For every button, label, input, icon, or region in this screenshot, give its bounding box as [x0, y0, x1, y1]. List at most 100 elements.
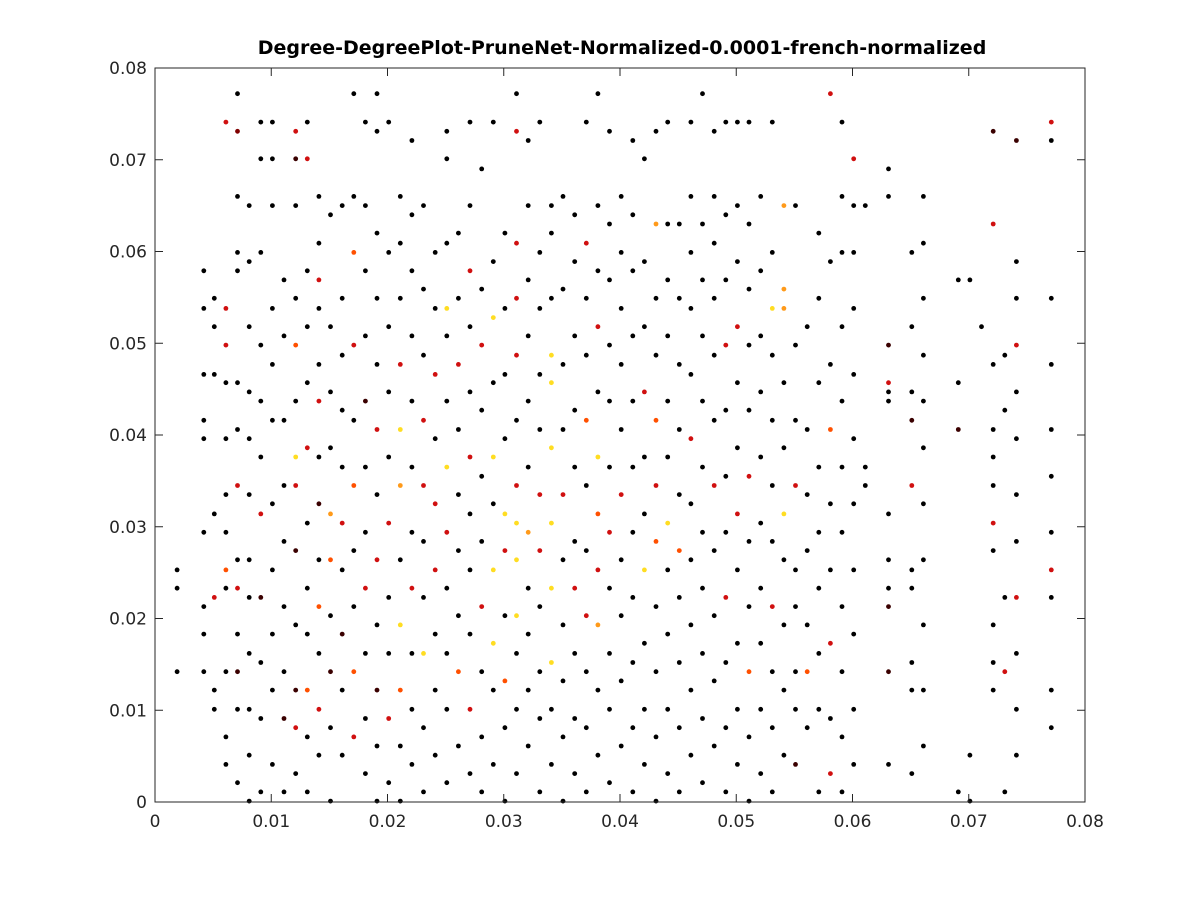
data-point	[572, 333, 578, 339]
data-point	[467, 389, 473, 395]
data-point	[490, 380, 496, 386]
data-point	[746, 539, 752, 544]
data-point	[921, 240, 926, 246]
data-point	[363, 529, 368, 535]
data-point	[723, 119, 729, 125]
data-point	[502, 372, 508, 377]
data-point	[828, 716, 833, 721]
data-point	[921, 687, 926, 693]
data-point	[304, 380, 310, 386]
data-point	[549, 380, 554, 386]
data-point	[174, 669, 180, 675]
data-point	[246, 557, 252, 563]
data-point	[409, 333, 415, 339]
data-point	[456, 669, 461, 675]
data-point	[525, 333, 531, 339]
data-point	[583, 789, 589, 795]
x-axis: 0 0.01 0.02 0.03 0.04 0.05 0.06 0.07 0.08	[150, 68, 1104, 832]
data-point	[235, 780, 240, 786]
data-point	[467, 454, 473, 460]
data-point	[386, 389, 392, 395]
data-point	[339, 631, 345, 637]
data-point	[351, 483, 357, 488]
data-point	[851, 306, 857, 311]
data-point	[886, 389, 891, 395]
data-point	[921, 194, 926, 199]
data-point	[781, 445, 787, 451]
data-point	[258, 511, 264, 517]
data-point	[549, 585, 554, 591]
data-point	[665, 631, 671, 637]
data-point	[258, 595, 264, 600]
data-point	[700, 651, 705, 656]
x-tick-label: 0.02	[369, 812, 407, 832]
data-point	[1048, 687, 1054, 693]
data-point	[967, 277, 973, 283]
data-point	[339, 407, 345, 413]
data-point	[258, 156, 264, 162]
data-point	[700, 91, 705, 97]
data-point	[421, 417, 426, 423]
data-point	[514, 128, 519, 134]
data-point	[514, 240, 519, 246]
data-point	[653, 221, 659, 227]
data-point	[374, 687, 380, 693]
data-point	[572, 651, 578, 656]
data-point	[1014, 752, 1019, 758]
data-point	[316, 651, 322, 656]
data-point	[456, 230, 461, 236]
data-point	[642, 640, 647, 646]
data-point	[711, 194, 717, 199]
data-point	[572, 259, 578, 264]
data-point	[665, 221, 671, 227]
data-point	[223, 436, 229, 442]
data-point	[793, 342, 798, 348]
data-point	[316, 194, 322, 199]
data-point	[339, 295, 345, 301]
data-point	[235, 427, 240, 432]
data-point	[421, 483, 426, 488]
data-point	[1048, 567, 1054, 573]
data-point	[246, 259, 252, 264]
data-point	[909, 389, 915, 395]
data-point	[397, 557, 403, 563]
data-point	[886, 194, 891, 199]
data-point	[711, 240, 717, 246]
data-point	[502, 511, 508, 517]
data-point	[1014, 539, 1019, 544]
data-point	[618, 362, 624, 367]
data-point	[456, 427, 461, 432]
data-point	[467, 324, 473, 330]
data-point	[386, 454, 392, 460]
data-point	[990, 454, 996, 460]
data-point	[293, 295, 299, 301]
data-point	[1002, 407, 1008, 413]
data-point	[886, 585, 891, 591]
data-point	[990, 128, 996, 134]
data-point	[653, 604, 659, 609]
data-point	[700, 277, 705, 283]
data-point	[201, 631, 207, 637]
y-tick-label: 0.03	[109, 518, 147, 538]
data-point	[281, 604, 287, 609]
y-tick-label: 0.05	[109, 334, 147, 354]
data-point	[525, 138, 531, 143]
data-point	[339, 203, 345, 209]
data-point	[595, 91, 601, 97]
data-point	[432, 631, 438, 637]
data-point	[955, 277, 961, 283]
data-point	[886, 762, 891, 767]
data-point	[560, 557, 566, 563]
data-point	[990, 520, 996, 526]
data-point	[374, 622, 380, 628]
data-point	[642, 156, 647, 162]
data-point	[676, 595, 682, 600]
data-point	[235, 631, 240, 637]
data-point	[793, 203, 798, 209]
data-point	[374, 230, 380, 236]
data-point	[886, 380, 891, 386]
data-point	[201, 529, 207, 535]
data-point	[630, 398, 636, 404]
data-point	[246, 706, 252, 712]
data-point	[490, 762, 496, 767]
